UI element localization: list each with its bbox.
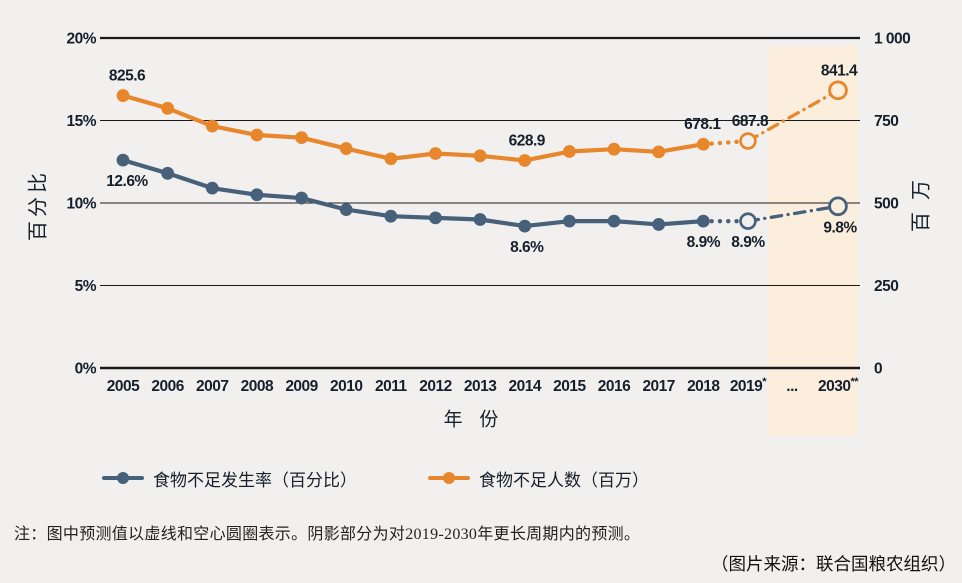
x-axis-tick-2008: 2008 [241, 378, 274, 395]
data-point-1-8 [473, 149, 487, 163]
data-point-1-0 [116, 89, 130, 102]
data-label-5: 687.8 [732, 113, 769, 130]
x-axis-tick-ddd: ... [786, 378, 798, 395]
x-axis-tick-2013: 2013 [464, 378, 497, 395]
left-axis-tick-20%: 20% [66, 31, 96, 48]
x-axis-tick-2030ss: 2030** [818, 376, 859, 395]
forecast-point-2019-1 [739, 132, 757, 150]
data-point-1-7 [429, 147, 442, 160]
data-point-1-3 [250, 128, 264, 142]
legend-item-percent: 食物不足发生率（百分比） [102, 467, 357, 490]
x-axis-tick-2016: 2016 [598, 378, 631, 395]
x-axis-tick-2018: 2018 [687, 378, 720, 395]
right-axis-tick-0: 0 [874, 361, 882, 378]
data-point-1-9 [518, 154, 532, 167]
forecast-point-2030-0 [828, 196, 848, 217]
x-axis-tick-2009: 2009 [285, 378, 318, 395]
legend-label-millions: 食物不足人数（百万） [479, 470, 649, 490]
right-axis-title: 百万 [910, 168, 933, 232]
left-axis-tick-5%: 5% [75, 278, 97, 295]
x-axis-tick-2019s: 2019* [730, 376, 767, 395]
x-axis-tick-2010: 2010 [330, 378, 362, 395]
x-axis-tick-2017: 2017 [642, 378, 674, 395]
data-point-1-4 [295, 131, 308, 145]
data-label-0: 825.6 [109, 68, 146, 85]
data-point-0-3 [250, 188, 264, 202]
data-point-1-10 [563, 145, 576, 158]
x-axis-tick-2014: 2014 [509, 378, 542, 395]
data-point-1-11 [607, 142, 621, 156]
legend-label-percent: 食物不足发生率（百分比） [153, 470, 357, 490]
data-point-0-8 [473, 213, 487, 226]
left-axis-tick-15%: 15% [66, 113, 96, 130]
data-point-0-2 [205, 181, 219, 195]
series-line-dashdot-0 [746, 204, 840, 223]
x-axis-tick-2011: 2011 [375, 378, 408, 395]
data-point-0-11 [607, 214, 621, 228]
data-point-0-7 [429, 211, 442, 225]
data-point-1-2 [205, 119, 219, 133]
forecast-point-2019-0 [739, 212, 757, 230]
data-point-1-1 [161, 101, 175, 115]
data-point-0-10 [563, 214, 576, 228]
data-point-0-4 [295, 191, 308, 205]
legend-item-millions: 食物不足人数（百万） [428, 467, 649, 490]
right-axis-tick-500: 500 [874, 196, 898, 213]
data-label-2: 628.9 [509, 132, 546, 149]
x-axis-tick-2005: 2005 [107, 378, 140, 395]
source-credit: （图片来源：联合国粮农组织） [711, 554, 956, 574]
footnote: 注：图中预测值以虚线和空心圆圈表示。阴影部分为对2019-2030年更长周期内的… [14, 526, 641, 543]
left-axis-tick-10%: 10% [66, 196, 96, 213]
series-line-solid-0 [120, 158, 706, 229]
data-point-0-9 [518, 219, 532, 233]
percent-series-line-marker [102, 472, 144, 484]
chart-canvas: 20% 15% 10% 5% 0% 1 000 750 500 250 0 2005 2006 2007… [66, 31, 911, 436]
data-point-0-0 [116, 153, 130, 167]
data-point-1-6 [384, 152, 398, 166]
data-label-8: 841.4 [821, 62, 858, 79]
x-axis-tick-2006: 2006 [151, 378, 184, 395]
forecast-shaded-region [768, 46, 858, 436]
percent-series-dot-icon [117, 472, 129, 484]
data-point-0-5 [339, 203, 353, 217]
data-label-1: 12.6% [106, 173, 148, 190]
series-line-dashdot-1 [746, 88, 840, 143]
data-label-4: 678.1 [684, 116, 721, 133]
data-point-0-12 [652, 218, 666, 231]
right-axis-tick-250: 250 [874, 278, 898, 295]
left-axis-tick-0%: 0% [75, 361, 97, 378]
x-axis-tick-2007: 2007 [196, 378, 228, 395]
x-axis-tick-2012: 2012 [419, 378, 451, 395]
forecast-point-2030-1 [828, 80, 848, 101]
data-label-6: 8.9% [687, 234, 721, 251]
data-label-9: 9.8% [823, 219, 857, 236]
data-point-0-13 [696, 214, 710, 228]
millions-series-dot-icon [443, 472, 455, 484]
data-label-7: 8.9% [731, 234, 765, 251]
data-point-1-5 [339, 142, 353, 155]
right-axis-tick-1000: 1 000 [874, 31, 910, 48]
millions-series-line-marker [428, 472, 470, 484]
right-axis-tick-750: 750 [874, 113, 898, 130]
series-line-dotted-1 [701, 138, 751, 147]
data-point-1-13 [696, 137, 710, 151]
data-point-0-1 [161, 166, 175, 180]
left-axis-title: 百分比 [27, 169, 50, 241]
data-label-3: 8.6% [510, 239, 544, 256]
data-point-0-6 [384, 209, 398, 223]
x-axis-title: 年 份 [443, 409, 505, 431]
data-point-1-12 [652, 145, 666, 159]
series-line-solid-1 [120, 93, 706, 163]
x-axis-tick-2015: 2015 [553, 378, 586, 395]
